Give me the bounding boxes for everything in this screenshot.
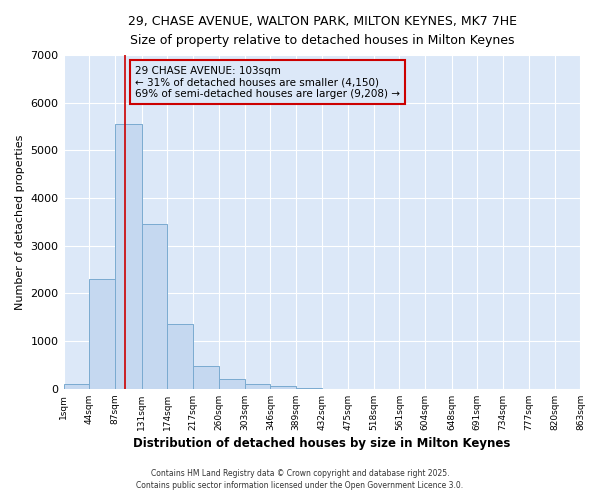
Bar <box>167 324 193 389</box>
Text: Contains HM Land Registry data © Crown copyright and database right 2025.
Contai: Contains HM Land Registry data © Crown c… <box>136 468 464 490</box>
Y-axis label: Number of detached properties: Number of detached properties <box>15 134 25 310</box>
Bar <box>193 366 219 389</box>
Title: 29, CHASE AVENUE, WALTON PARK, MILTON KEYNES, MK7 7HE
Size of property relative : 29, CHASE AVENUE, WALTON PARK, MILTON KE… <box>128 15 517 47</box>
Bar <box>89 279 115 389</box>
X-axis label: Distribution of detached houses by size in Milton Keynes: Distribution of detached houses by size … <box>133 437 511 450</box>
Bar <box>115 124 142 389</box>
Bar <box>245 384 271 389</box>
Text: 29 CHASE AVENUE: 103sqm
← 31% of detached houses are smaller (4,150)
69% of semi: 29 CHASE AVENUE: 103sqm ← 31% of detache… <box>135 66 400 99</box>
Bar <box>271 386 296 389</box>
Bar <box>64 384 89 389</box>
Bar <box>142 224 167 389</box>
Bar <box>219 380 245 389</box>
